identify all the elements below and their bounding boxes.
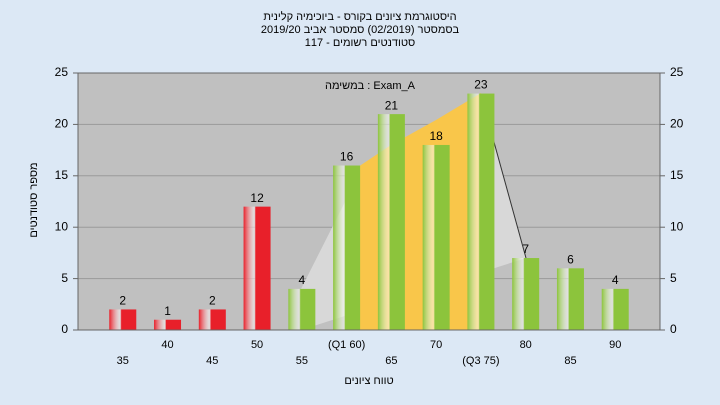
y-tick-label: 0 — [61, 322, 68, 336]
bar — [556, 268, 584, 330]
x-tick-label: 35 — [117, 355, 129, 367]
bar — [512, 258, 540, 330]
value-label: 7 — [522, 242, 529, 256]
y2-tick-label: 10 — [670, 219, 684, 233]
bar — [467, 93, 495, 330]
x-tick-label: 50 — [251, 339, 263, 351]
x-tick-label: 90 — [609, 339, 621, 351]
plot-border — [77, 72, 661, 331]
value-label: 1 — [164, 304, 171, 318]
x-tick-label: 80 — [520, 339, 532, 351]
x-tick-label: (Q3 75) — [462, 355, 499, 367]
annotation: במשימה : Exam_A — [325, 80, 416, 92]
y-tick-label: 20 — [55, 117, 69, 131]
value-label: 4 — [612, 273, 619, 287]
y2-tick-label: 25 — [670, 65, 684, 79]
value-label: 2 — [209, 294, 216, 308]
value-label: 6 — [567, 252, 574, 266]
y2-tick-label: 0 — [670, 322, 677, 336]
x-tick-label: 85 — [564, 355, 576, 367]
title-line: בסמסטר (02/2019) סמסטר אביב 2019/20 — [261, 24, 460, 36]
x-tick-label: 45 — [206, 355, 218, 367]
title-line: סטודנטים רשומים - 117 — [305, 37, 416, 49]
y-tick-label: 10 — [55, 219, 69, 233]
y-axis-label: מספר סטודנטים — [28, 162, 40, 237]
bar — [422, 144, 450, 330]
bar — [601, 288, 629, 330]
bar — [377, 114, 405, 331]
x-tick-label: 70 — [430, 339, 442, 351]
value-label: 18 — [429, 129, 443, 143]
bar — [109, 309, 137, 330]
y-tick-label: 15 — [55, 168, 69, 182]
x-tick-label: 65 — [385, 355, 397, 367]
value-label: 16 — [340, 150, 354, 164]
title-line: היסטוגרמת ציונים בקורס - ביוכימיה קלינית — [263, 10, 456, 23]
bar — [243, 206, 271, 330]
y2-tick-label: 20 — [670, 117, 684, 131]
x-tick-label: 55 — [296, 355, 308, 367]
x-tick-label: 40 — [161, 339, 173, 351]
value-label: 21 — [385, 98, 399, 112]
value-label: 2 — [119, 294, 126, 308]
value-label: 12 — [250, 191, 264, 205]
bar — [288, 288, 316, 330]
bar — [333, 165, 361, 330]
bar — [154, 319, 182, 330]
x-tick-label: (Q1 60) — [328, 339, 365, 351]
x-axis-label: טווח ציונים — [344, 375, 393, 387]
y2-tick-label: 15 — [670, 168, 684, 182]
bar — [198, 309, 226, 330]
y-tick-label: 25 — [55, 65, 69, 79]
value-label: 23 — [474, 78, 488, 92]
y2-tick-label: 5 — [670, 271, 677, 285]
value-label: 4 — [299, 273, 306, 287]
y-tick-label: 5 — [61, 271, 68, 285]
